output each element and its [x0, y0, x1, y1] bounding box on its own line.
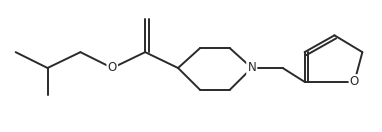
Text: O: O [108, 62, 117, 74]
Text: O: O [350, 75, 359, 88]
Text: N: N [248, 62, 256, 74]
Text: O: O [108, 62, 117, 74]
Text: N: N [248, 62, 256, 74]
Text: O: O [350, 75, 359, 88]
